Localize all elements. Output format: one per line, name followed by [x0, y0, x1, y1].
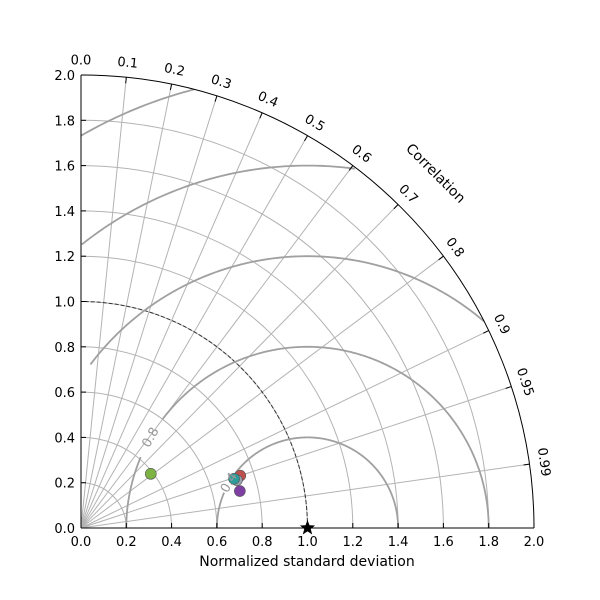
correlation-tick: [259, 112, 263, 119]
y-tick-label: 2.0: [54, 69, 75, 84]
correlation-tick: [505, 386, 512, 389]
correlation-grid-line: [80, 95, 218, 529]
correlation-tick-label: 0.9: [490, 312, 513, 337]
reference-std-arc: [80, 301, 308, 529]
rms-contour-label: 0.8: [139, 425, 162, 450]
rms-contour: [80, 88, 195, 137]
correlation-tick-label: 0.6: [348, 142, 374, 166]
data-point: [234, 485, 246, 497]
correlation-tick-label: 0.7: [395, 182, 420, 207]
std-grid-arc: [80, 346, 263, 529]
outer-arc: [80, 74, 535, 529]
rms-contour: [215, 492, 225, 528]
rms-contour: [125, 456, 142, 529]
x-tick-label: 0.0: [71, 535, 92, 550]
correlation-tick: [483, 330, 489, 334]
data-point: [144, 468, 157, 480]
rms-contour: [81, 164, 355, 246]
y-tick-label: 1.0: [54, 296, 75, 311]
y-tick-label: 1.8: [54, 114, 75, 129]
correlation-tick: [214, 95, 218, 102]
correlation-tick-label: 0.8: [442, 235, 466, 261]
std-grid-arc: [80, 165, 444, 529]
data-point: [228, 472, 240, 485]
correlation-tick: [304, 135, 308, 142]
correlation-tick-label: 0.95: [513, 366, 536, 398]
std-grid-arc: [80, 391, 218, 529]
correlation-tick: [125, 77, 127, 84]
y-tick-label: 1.4: [54, 205, 75, 220]
correlation-tick-label: 0.4: [255, 89, 280, 111]
correlation-tick-label: 0.1: [117, 55, 139, 72]
correlation-grid-line: [80, 112, 263, 529]
points-layer: [144, 468, 316, 535]
x-tick-label: 0.6: [207, 535, 228, 550]
rms-contour-layer: [80, 88, 490, 529]
correlation-tick: [393, 204, 399, 210]
correlation-tick-label: 0.99: [534, 447, 553, 478]
rms-contour: [89, 255, 485, 365]
x-tick-label: 1.0: [297, 535, 318, 550]
std-grid-arc: [80, 255, 354, 529]
reference-star-marker: [299, 520, 316, 535]
rms-contour: [162, 345, 490, 529]
grid-layer: [80, 77, 530, 529]
y-tick-label: 0.8: [54, 341, 75, 356]
y-tick-label: 1.2: [54, 250, 75, 265]
x-tick-label: 1.8: [478, 535, 499, 550]
correlation-tick: [438, 255, 444, 261]
x-tick-label: 2.0: [524, 535, 545, 550]
x-tick-label: 0.4: [161, 535, 182, 550]
correlation-tick-label: 0.3: [209, 72, 233, 93]
y-tick-label: 0.6: [54, 386, 75, 401]
y-tick-label: 0.4: [54, 431, 75, 446]
y-tick-label: 0.0: [54, 522, 75, 537]
x-axis-title: Normalized standard deviation: [199, 554, 414, 570]
x-tick-label: 0.8: [252, 535, 273, 550]
correlation-grid-line: [80, 84, 173, 529]
std-grid-arc: [80, 210, 399, 529]
correlation-tick-label: 0.2: [163, 61, 186, 80]
correlation-tick-label: 0.5: [302, 112, 327, 135]
correlation-grid-line: [80, 386, 512, 529]
correlation-tick: [348, 165, 354, 171]
x-tick-label: 0.2: [116, 535, 137, 550]
correlation-tick: [169, 84, 173, 91]
std-grid-arc: [80, 119, 490, 529]
x-tick-label: 1.4: [388, 535, 409, 550]
correlation-tick-label: 0.0: [71, 54, 92, 69]
rms-contour: [234, 436, 400, 528]
axis-layer: [80, 74, 535, 529]
correlation-tick: [523, 463, 530, 466]
y-tick-label: 1.6: [54, 160, 75, 175]
x-tick-label: 1.2: [342, 535, 363, 550]
correlation-grid-line: [80, 165, 354, 529]
y-tick-label: 0.2: [54, 477, 75, 492]
x-tick-label: 1.6: [433, 535, 454, 550]
